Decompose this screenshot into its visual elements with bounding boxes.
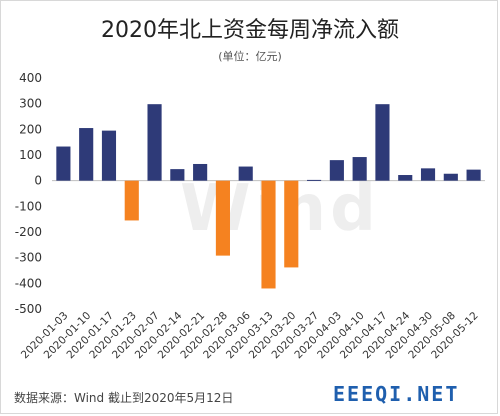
- bar-2020-04-17: [375, 104, 390, 181]
- bar-2020-03-20: [284, 180, 299, 268]
- bar-2020-03-27: [307, 179, 322, 181]
- y-tick-label: 200: [19, 122, 42, 136]
- bar-2020-01-23: [124, 180, 139, 221]
- y-tick-label: -200: [15, 225, 42, 239]
- y-tick-label: 0: [34, 174, 42, 188]
- y-tick-label: -500: [15, 302, 42, 316]
- watermark: Wind: [180, 172, 380, 246]
- bar-2020-04-03: [329, 160, 344, 181]
- y-tick-label: -300: [15, 251, 42, 265]
- bar-2020-04-10: [352, 157, 367, 181]
- bar-2020-02-28: [215, 180, 230, 256]
- bar-2020-05-12: [466, 169, 481, 181]
- y-tick-label: -400: [15, 276, 42, 290]
- bar-2020-04-24: [398, 175, 413, 181]
- chart-title: 2020年北上资金每周净流入额: [101, 18, 399, 43]
- bar-2020-01-10: [79, 128, 94, 181]
- data-source-note: 数据来源：Wind 截止到2020年5月12日: [14, 391, 234, 405]
- bar-2020-02-14: [170, 169, 185, 181]
- bar-2020-02-21: [193, 163, 208, 181]
- bar-2020-02-07: [147, 104, 162, 181]
- y-tick-label: -100: [15, 199, 42, 213]
- bar-2020-04-30: [420, 168, 436, 181]
- y-tick-label: 300: [19, 97, 42, 111]
- bar-2020-01-03: [56, 146, 71, 181]
- y-tick-label: 400: [19, 71, 42, 85]
- bar-2020-01-17: [101, 130, 117, 181]
- chart-subtitle: (单位：亿元): [218, 50, 282, 63]
- bar-2020-03-06: [238, 166, 253, 181]
- bar-2020-05-08: [443, 173, 458, 181]
- brand-logo: EEEQI.NET: [333, 382, 460, 406]
- y-tick-label: 100: [19, 148, 42, 162]
- bar-2020-03-13: [261, 180, 276, 289]
